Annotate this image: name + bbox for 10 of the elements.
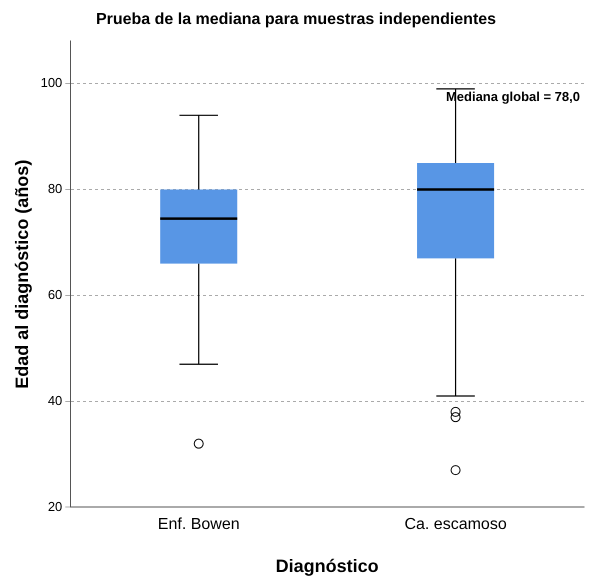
x-tick-label: Ca. escamoso bbox=[404, 516, 507, 534]
y-tick-label: 100 bbox=[40, 75, 62, 90]
x-axis-title: Diagnóstico bbox=[276, 556, 379, 576]
chart-title: Prueba de la mediana para muestras independientes bbox=[96, 11, 496, 28]
y-tick-label: 40 bbox=[48, 392, 62, 408]
y-axis-title: Edad al diagnóstico (años) bbox=[12, 160, 32, 389]
y-tick-label: 20 bbox=[48, 498, 62, 514]
x-tick-label: Enf. Bowen bbox=[158, 516, 240, 534]
y-tick-label: 60 bbox=[48, 286, 62, 302]
y-tick-label: 80 bbox=[48, 181, 62, 196]
